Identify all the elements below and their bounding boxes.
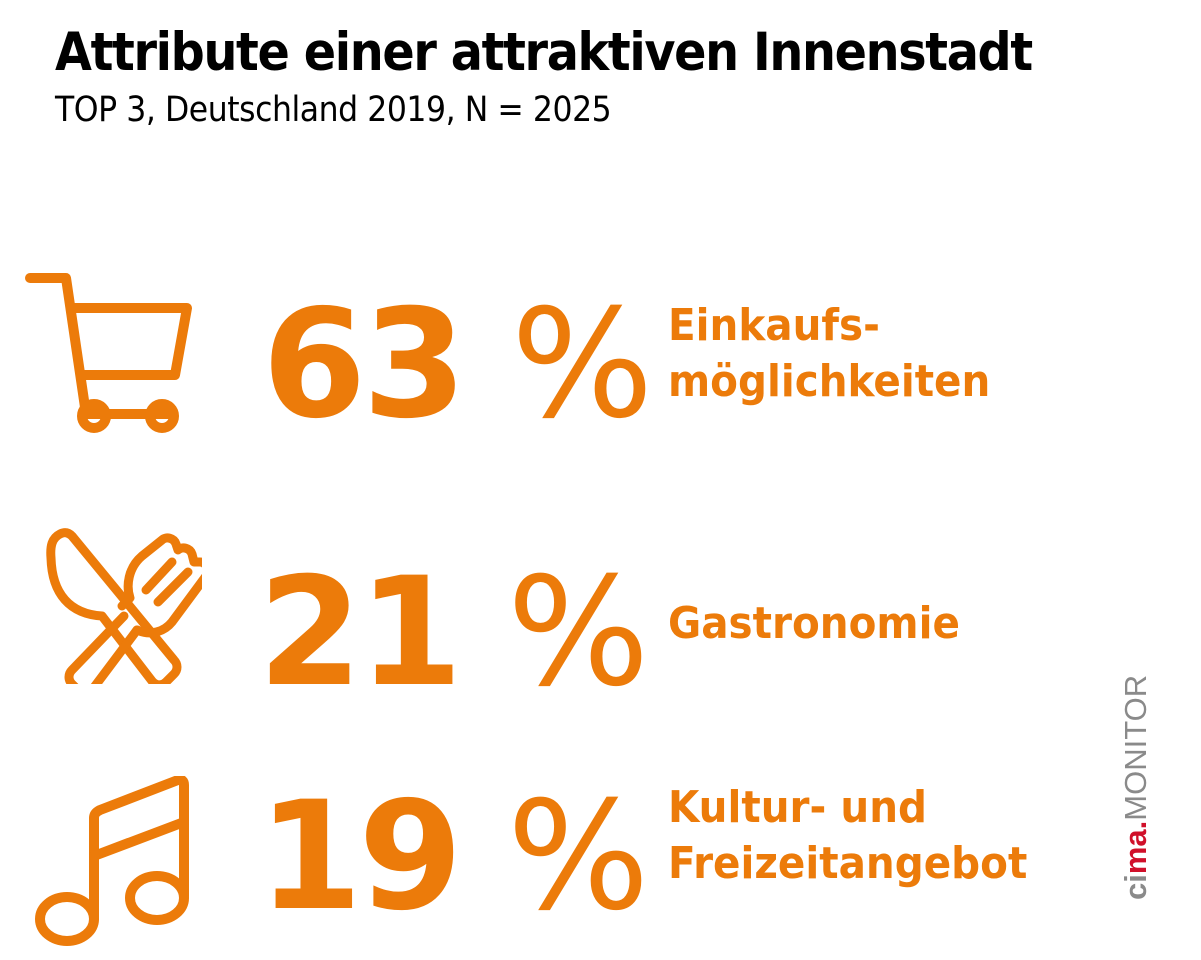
page-title: Attribute einer attraktiven Innenstadt	[55, 22, 1033, 83]
cima-monitor-logo: cima.MONITOR	[1118, 675, 1154, 900]
shopping-cart-icon	[22, 268, 207, 438]
knife-fork-icon	[42, 524, 202, 684]
logo-part-ma: ma.	[1118, 820, 1153, 875]
page-subtitle: TOP 3, Deutschland 2019, N = 2025	[55, 90, 612, 130]
stat-number: 21	[258, 546, 463, 720]
stat-row-gastronomy: 21 % Gastronomie	[0, 510, 1100, 708]
stat-value: 21 %	[258, 558, 650, 708]
logo-part-monitor: MONITOR	[1118, 674, 1153, 821]
stat-row-shopping: 63 % Einkaufs- möglichkeiten	[0, 260, 1100, 440]
stat-number: 63	[262, 278, 467, 452]
logo-part-ci: ci	[1118, 874, 1153, 900]
stat-label-line1: Einkaufs-	[668, 300, 880, 351]
stat-value: 19 %	[258, 782, 650, 932]
music-note-icon	[22, 776, 197, 946]
stat-label-line1: Kultur- und	[668, 782, 927, 833]
stat-label-line2: möglichkeiten	[668, 356, 991, 407]
stat-label: Einkaufs- möglichkeiten	[668, 298, 990, 410]
percent-sign: %	[510, 278, 654, 452]
stat-number: 19	[258, 770, 463, 944]
percent-sign: %	[506, 770, 650, 944]
stat-value: 63 %	[262, 290, 654, 440]
stat-label-line1: Gastronomie	[668, 598, 960, 649]
stat-label: Kultur- und Freizeitangebot	[668, 780, 1027, 892]
percent-sign: %	[506, 546, 650, 720]
stat-row-culture: 19 % Kultur- und Freizeitangebot	[0, 760, 1100, 960]
stat-label: Gastronomie	[668, 596, 960, 652]
stat-label-line2: Freizeitangebot	[668, 838, 1028, 889]
